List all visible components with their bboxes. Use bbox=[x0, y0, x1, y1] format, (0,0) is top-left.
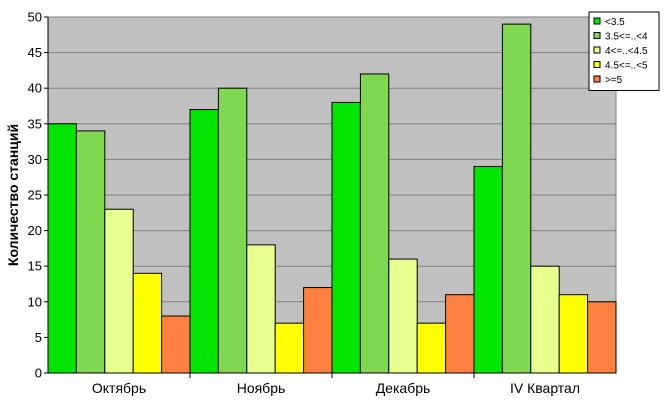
bar bbox=[161, 315, 191, 374]
legend-box bbox=[588, 11, 660, 91]
y-tick-label: 10 bbox=[28, 294, 42, 309]
y-tick-label: 20 bbox=[28, 223, 42, 238]
legend-label: 4<=..<4.5 bbox=[605, 46, 648, 57]
bar bbox=[359, 73, 390, 374]
bar bbox=[416, 322, 447, 374]
legend-swatch bbox=[593, 46, 601, 54]
bar bbox=[473, 166, 503, 374]
legend-swatch bbox=[593, 17, 601, 25]
bar bbox=[75, 130, 106, 374]
bar bbox=[587, 301, 617, 374]
bar bbox=[558, 294, 589, 374]
bar bbox=[47, 123, 77, 374]
legend-label: >=5 bbox=[605, 75, 623, 86]
y-tick-label: 5 bbox=[35, 330, 42, 345]
y-tick-label: 15 bbox=[28, 259, 42, 274]
legend: <3.5 3.5<=..<4 4<=..<4.5 4.5<=..<5 >=5 bbox=[588, 11, 660, 91]
y-tick-label: 50 bbox=[28, 10, 42, 25]
x-tick-label: Октябрь bbox=[92, 380, 146, 396]
bar bbox=[501, 23, 532, 374]
x-tick-label: Ноябрь bbox=[237, 380, 286, 396]
bar bbox=[445, 294, 475, 374]
legend-swatch bbox=[593, 61, 601, 68]
bar bbox=[274, 322, 305, 374]
bar bbox=[388, 258, 418, 374]
bar bbox=[104, 208, 134, 374]
bar bbox=[303, 287, 333, 374]
y-tick-label: 40 bbox=[28, 81, 42, 96]
y-tick-label: 35 bbox=[28, 116, 42, 131]
x-tick-label: IV Квартал bbox=[510, 380, 580, 396]
legend-swatch bbox=[593, 32, 601, 39]
bar bbox=[246, 244, 276, 374]
y-tick-label: 30 bbox=[28, 152, 42, 167]
x-tick-label: Декабрь bbox=[376, 380, 431, 396]
legend-swatch bbox=[593, 75, 601, 83]
legend-label: 3.5<=..<4 bbox=[605, 32, 648, 43]
bar bbox=[331, 101, 361, 374]
y-axis: 0 5 10 15 20 25 30 35 40 45 50 bbox=[28, 10, 49, 381]
legend-label: 4.5<=..<5 bbox=[605, 61, 648, 72]
y-tick-label: 0 bbox=[35, 366, 42, 381]
x-axis: Октябрь Ноябрь Декабрь IV Квартал bbox=[48, 372, 616, 396]
y-tick-label: 25 bbox=[28, 188, 42, 203]
bar bbox=[132, 272, 163, 374]
bar bbox=[189, 109, 219, 374]
bar bbox=[217, 87, 248, 374]
bar bbox=[530, 265, 560, 374]
legend-label: <3.5 bbox=[605, 17, 625, 28]
y-tick-label: 45 bbox=[28, 45, 42, 60]
y-axis-label: Количество станций bbox=[5, 124, 21, 266]
